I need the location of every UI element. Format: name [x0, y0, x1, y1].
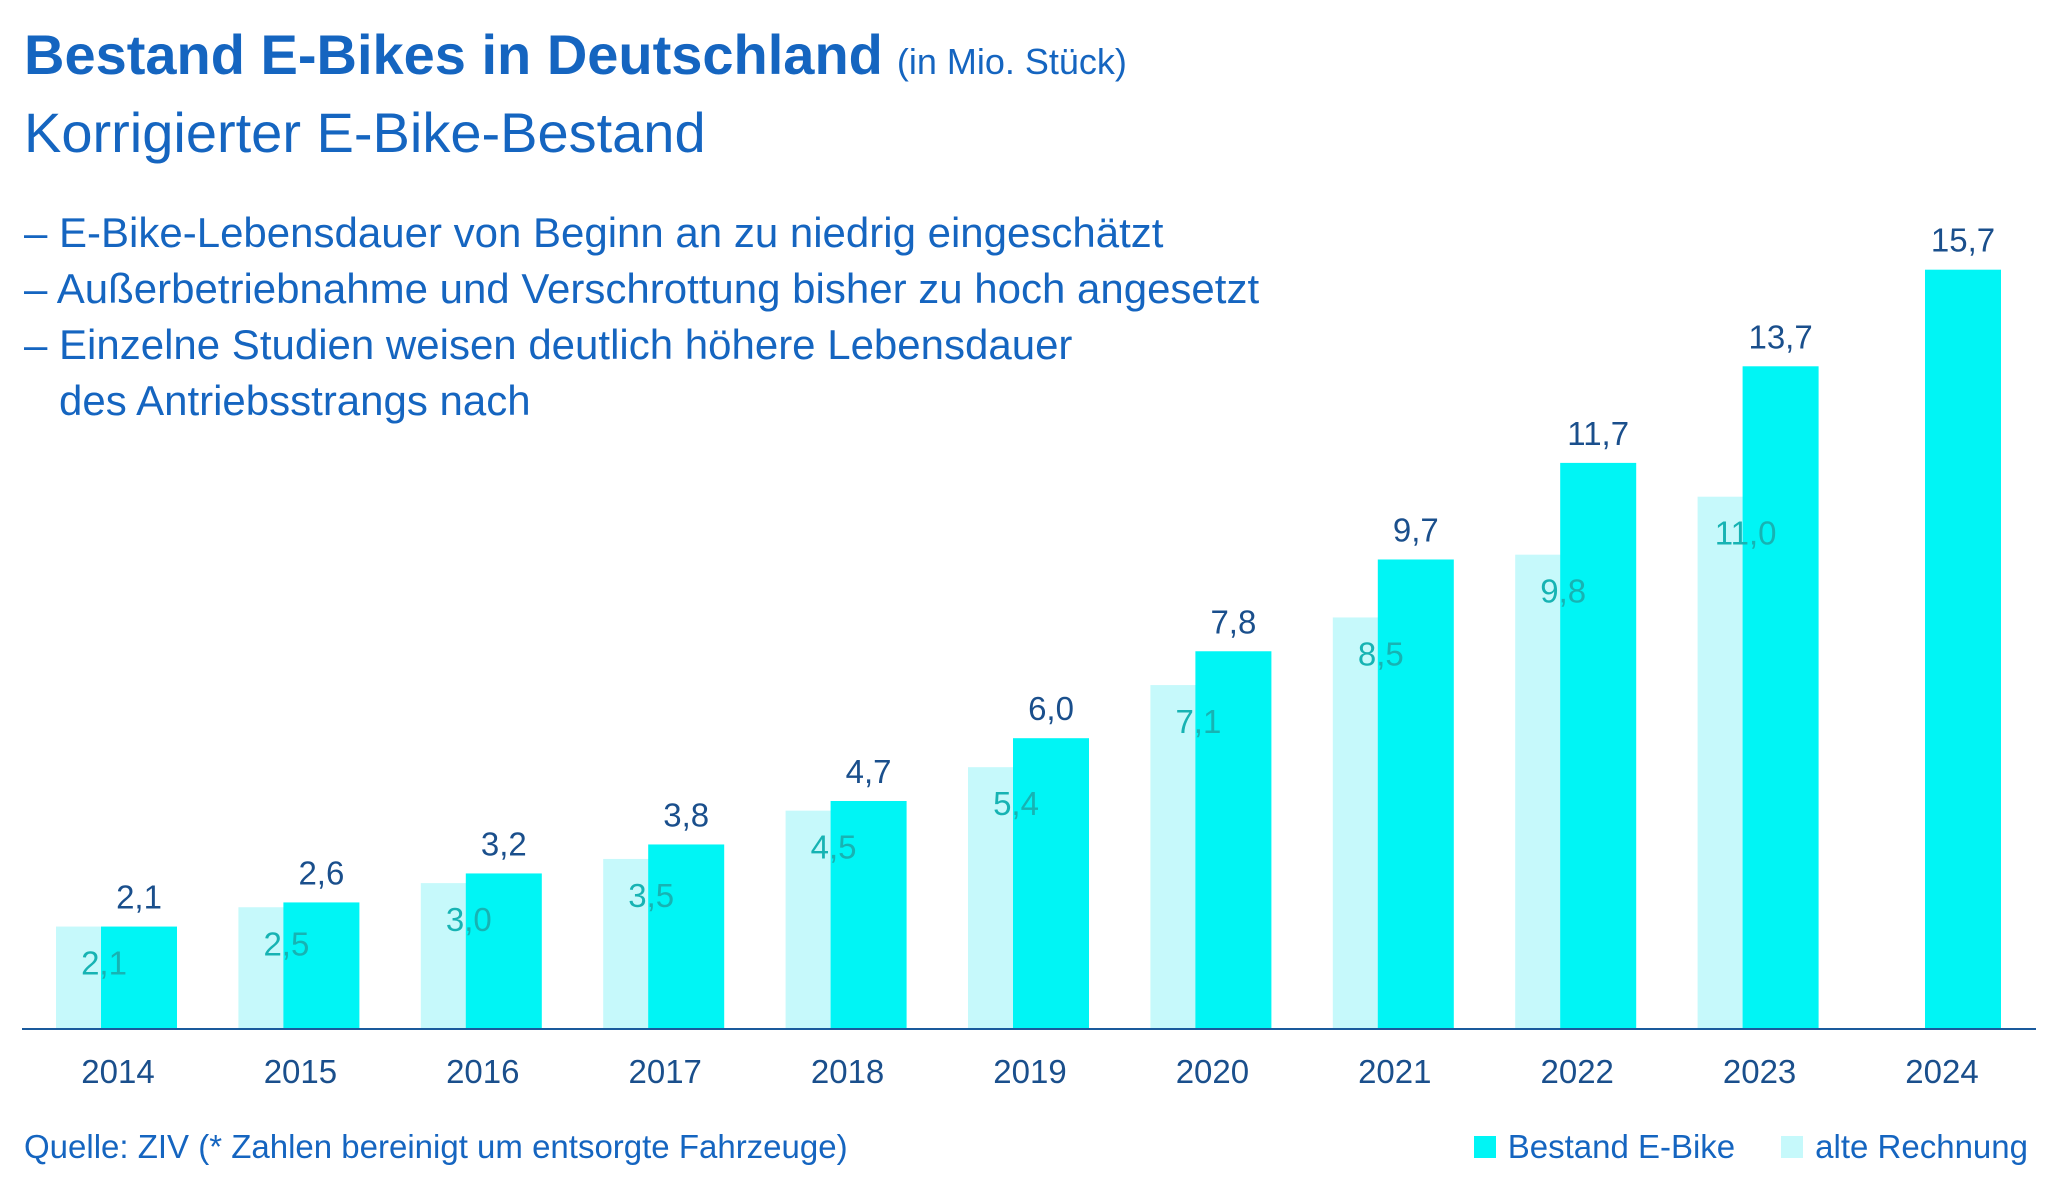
chart-subtitle: Korrigierter E-Bike-Bestand — [24, 101, 706, 164]
x-tick-label: 2015 — [264, 1053, 337, 1090]
data-label-alte-rechnung: 5,4 — [993, 785, 1039, 822]
source-note: Quelle: ZIV (* Zahlen bereinigt um entso… — [24, 1128, 848, 1165]
data-label-bestand: 4,7 — [846, 753, 892, 790]
data-label-bestand: 3,2 — [481, 825, 527, 862]
legend: Bestand E-Bike alte Rechnung — [1428, 1128, 2028, 1166]
data-label-bestand: 2,1 — [116, 879, 162, 916]
data-label-bestand: 11,7 — [1567, 415, 1629, 452]
data-label-alte-rechnung: 2,1 — [81, 945, 127, 982]
data-label-alte-rechnung: 3,5 — [628, 877, 674, 914]
legend-label-alte-rechnung: alte Rechnung — [1815, 1128, 2028, 1165]
legend-swatch-alte-rechnung — [1781, 1136, 1804, 1158]
data-label-alte-rechnung: 3,0 — [446, 901, 492, 938]
legend-swatch-bestand — [1473, 1136, 1496, 1158]
x-tick-label: 2024 — [1905, 1053, 1978, 1090]
bullet-list: – E-Bike-Lebensdauer von Beginn an zu ni… — [24, 205, 1259, 429]
bullet-item: des Antriebsstrangs nach — [24, 377, 531, 424]
data-label-bestand: 2,6 — [298, 854, 344, 891]
data-label-bestand: 15,7 — [1931, 222, 1995, 259]
bar-bestand — [1742, 366, 1819, 1028]
bullet-item: – E-Bike-Lebensdauer von Beginn an zu ni… — [24, 209, 1164, 256]
data-label-bestand: 7,8 — [1210, 603, 1256, 640]
title-block: Bestand E-Bikes in Deutschland (in Mio. S… — [24, 22, 1127, 87]
bar-bestand — [648, 844, 725, 1028]
bar-bestand — [1377, 559, 1454, 1028]
chart-title: Bestand E-Bikes in Deutschland — [24, 23, 883, 86]
x-tick-label: 2019 — [993, 1053, 1066, 1090]
bar-bestand — [830, 800, 907, 1028]
data-label-alte-rechnung: 2,5 — [263, 925, 309, 962]
data-label-bestand: 6,0 — [1028, 690, 1074, 727]
bar-bestand — [465, 873, 542, 1028]
legend-item-alte-rechnung: alte Rechnung — [1781, 1128, 2028, 1166]
x-tick-label: 2021 — [1358, 1053, 1431, 1090]
data-label-alte-rechnung: 9,8 — [1540, 573, 1586, 610]
data-label-bestand: 3,8 — [663, 796, 709, 833]
chart-title-unit: (in Mio. Stück) — [896, 41, 1127, 82]
x-tick-label: 2017 — [628, 1053, 701, 1090]
bullet-item: – Einzelne Studien weisen deutlich höher… — [24, 321, 1073, 368]
x-tick-label: 2014 — [81, 1053, 154, 1090]
data-label-alte-rechnung: 4,5 — [811, 829, 857, 866]
x-tick-label: 2016 — [446, 1053, 519, 1090]
x-tick-label: 2020 — [1176, 1053, 1249, 1090]
bar-bestand — [1925, 269, 2001, 1028]
data-label-alte-rechnung: 7,1 — [1175, 703, 1221, 740]
x-tick-label: 2023 — [1723, 1053, 1796, 1090]
legend-item-bestand: Bestand E-Bike — [1473, 1128, 1736, 1166]
bar-bestand — [1560, 462, 1637, 1028]
bullet-item: – Außerbetriebnahme und Verschrottung bi… — [24, 265, 1260, 312]
x-tick-label: 2022 — [1540, 1053, 1613, 1090]
bar-bestand — [1013, 738, 1089, 1028]
x-tick-label: 2018 — [811, 1053, 884, 1090]
data-label-alte-rechnung: 11,0 — [1715, 515, 1777, 552]
bar-bestand — [283, 902, 360, 1028]
data-label-bestand: 13,7 — [1748, 318, 1812, 355]
legend-label-bestand: Bestand E-Bike — [1507, 1128, 1736, 1165]
bar-bestand — [1195, 651, 1272, 1028]
bar-bestand — [101, 926, 177, 1028]
data-label-bestand: 9,7 — [1393, 511, 1439, 548]
data-label-alte-rechnung: 8,5 — [1358, 635, 1404, 672]
